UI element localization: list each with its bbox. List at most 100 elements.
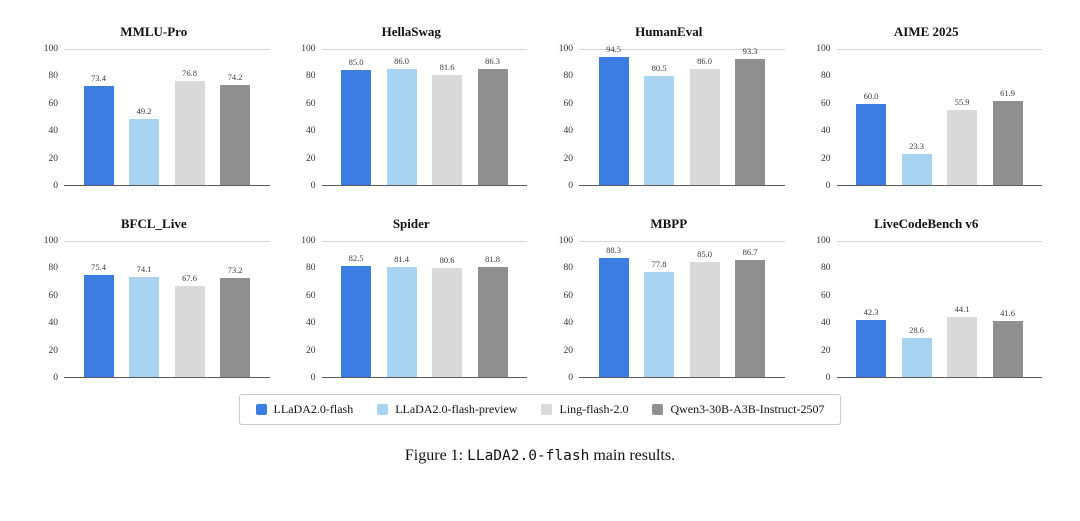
bar-llada2-0-flash xyxy=(83,275,114,377)
bar-value-label: 81.8 xyxy=(485,253,500,264)
chart-spider: Spider 100 80 60 40 20 0 82.5 81.4 80.6 81.8 xyxy=(296,216,527,383)
bar-value-label: 49.2 xyxy=(136,105,152,116)
chart-title: Spider xyxy=(392,216,430,231)
plot-area: 73.4 49.2 76.8 74.2 xyxy=(64,49,270,186)
legend: LLaDA2.0-flash LLaDA2.0-flash-preview Ling… xyxy=(238,394,842,425)
bar-value-label: 85.0 xyxy=(348,57,364,68)
legend-item-qwen3-30b-a3b-instruct-2507: Qwen3-30B-A3B-Instruct-2507 xyxy=(652,402,824,417)
bar-qwen3-30b-a3b-instruct-2507 xyxy=(477,68,508,185)
plot-area: 88.3 77.8 85.0 86.7 xyxy=(579,241,785,378)
bar-value-label: 82.5 xyxy=(348,252,364,263)
bar-group: 75.4 xyxy=(83,242,114,377)
bar-qwen3-30b-a3b-instruct-2507 xyxy=(220,84,250,185)
bar-value-label: 76.8 xyxy=(182,68,197,79)
bar-ling-flash-2-0 xyxy=(689,68,720,185)
legend-swatch-icon xyxy=(377,404,389,415)
bar-value-label: 80.5 xyxy=(651,63,667,74)
bar-llada2-0-flash xyxy=(341,70,371,185)
bar-group: 76.8 xyxy=(174,50,205,185)
bar-qwen3-30b-a3b-instruct-2507 xyxy=(735,59,765,185)
bar-llada2-0-flash xyxy=(598,57,629,185)
legend-label: LLaDA2.0-flash xyxy=(273,402,354,416)
bar-group: 49.2 xyxy=(129,50,159,185)
bar-llada2-0-flash-preview xyxy=(386,267,417,377)
bar-value-label: 81.4 xyxy=(394,254,409,265)
bar-group: 85.0 xyxy=(341,50,371,185)
bar-group: 93.3 xyxy=(735,46,765,185)
bar-group: 82.5 xyxy=(341,242,371,377)
bar-group: 94.5 xyxy=(598,44,629,185)
bar-group: 74.1 xyxy=(129,242,159,377)
legend-label: Qwen3-30B-A3B-Instruct-2507 xyxy=(670,402,825,416)
bar-group: 42.3 xyxy=(856,242,886,377)
figure-caption: Figure 1: LLaDA2.0-flash main results. xyxy=(38,447,1042,465)
chart-mmlu-pro: MMLU-Pro 100 80 60 40 20 0 73.4 49.2 76.8 74.2 xyxy=(38,24,270,191)
bar-llada2-0-flash-preview xyxy=(644,271,674,377)
bar-value-label: 86.0 xyxy=(697,55,712,66)
caption-suffix: main results. xyxy=(589,447,676,464)
bar-llada2-0-flash xyxy=(341,265,371,377)
bar-value-label: 86.7 xyxy=(742,246,758,257)
bar-llada2-0-flash-preview xyxy=(386,68,417,185)
bar-qwen3-30b-a3b-instruct-2507 xyxy=(992,101,1023,185)
caption-prefix: Figure 1: xyxy=(404,447,468,464)
bar-llada2-0-flash-preview xyxy=(644,76,674,185)
legend-row: LLaDA2.0-flash LLaDA2.0-flash-preview Ling… xyxy=(38,394,1042,425)
plot-area: 94.5 80.5 86.0 93.3 xyxy=(579,44,785,186)
bar-value-label: 73.2 xyxy=(227,265,243,276)
bar-value-label: 86.0 xyxy=(394,55,409,66)
legend-label: Ling-flash-2.0 xyxy=(559,402,629,416)
bar-group: 86.0 xyxy=(386,50,417,185)
bar-value-label: 86.3 xyxy=(485,55,500,66)
y-axis: 100 80 60 40 20 0 xyxy=(816,236,831,383)
chart-aime-2025: AIME 2025 100 80 60 40 20 0 60.0 23.3 55.9 61.9 xyxy=(811,24,1042,191)
bar-value-label: 41.6 xyxy=(1000,307,1015,318)
legend-swatch-icon xyxy=(541,404,553,415)
bar-group: 86.0 xyxy=(689,50,720,185)
chart-bfcl-live: BFCL_Live 100 80 60 40 20 0 75.4 74.1 67.6 73.2 xyxy=(38,216,270,383)
chart-title: AIME 2025 xyxy=(893,24,959,39)
bar-value-label: 61.9 xyxy=(1000,88,1015,99)
bar-group: 60.0 xyxy=(856,50,886,185)
bar-group: 61.9 xyxy=(992,50,1023,185)
plot-area: 75.4 74.1 67.6 73.2 xyxy=(64,241,270,378)
bar-llada2-0-flash-preview xyxy=(129,118,159,185)
bar-llada2-0-flash-preview xyxy=(901,338,932,377)
bar-llada2-0-flash xyxy=(83,85,114,185)
bar-ling-flash-2-0 xyxy=(947,109,977,185)
legend-swatch-icon xyxy=(255,404,267,415)
bar-qwen3-30b-a3b-instruct-2507 xyxy=(735,259,765,377)
bar-group: 77.8 xyxy=(644,242,674,377)
bar-value-label: 42.3 xyxy=(863,306,879,317)
bar-value-label: 28.6 xyxy=(909,325,924,336)
bar-group: 88.3 xyxy=(598,242,629,377)
bar-group: 28.6 xyxy=(901,242,932,377)
bar-value-label: 80.6 xyxy=(439,255,455,266)
bar-value-label: 55.9 xyxy=(954,96,970,107)
chart-mbpp: MBPP 100 80 60 40 20 0 88.3 77.8 85.0 86.7 xyxy=(553,216,785,383)
chart-humaneval: HumanEval 100 80 60 40 20 0 94.5 80.5 86.0 93.3 xyxy=(553,24,785,191)
legend-item-llada2-0-flash: LLaDA2.0-flash xyxy=(255,402,354,417)
bar-group: 81.8 xyxy=(477,242,508,377)
bar-group: 85.0 xyxy=(689,242,720,377)
bar-ling-flash-2-0 xyxy=(432,74,462,185)
plot-area: 60.0 23.3 55.9 61.9 xyxy=(836,49,1042,186)
bar-value-label: 60.0 xyxy=(863,91,879,101)
chart-title: MBPP xyxy=(650,216,688,231)
bar-value-label: 67.6 xyxy=(182,272,197,283)
bar-value-label: 81.6 xyxy=(439,61,455,72)
legend-swatch-icon xyxy=(652,404,664,415)
bar-group: 44.1 xyxy=(947,242,977,377)
plot-area: 85.0 86.0 81.6 86.3 xyxy=(321,49,527,186)
bar-value-label: 73.4 xyxy=(91,72,106,83)
bar-value-label: 74.2 xyxy=(227,71,243,82)
caption-code: LLaDA2.0-flash xyxy=(467,448,590,464)
bar-value-label: 88.3 xyxy=(606,244,621,255)
bar-group: 81.4 xyxy=(386,242,417,377)
bar-value-label: 85.0 xyxy=(697,249,712,260)
chart-title: LiveCodeBench v6 xyxy=(874,216,979,231)
y-axis: 100 80 60 40 20 0 xyxy=(301,44,316,191)
bar-llada2-0-flash xyxy=(598,257,629,377)
bar-group: 73.4 xyxy=(83,50,114,185)
